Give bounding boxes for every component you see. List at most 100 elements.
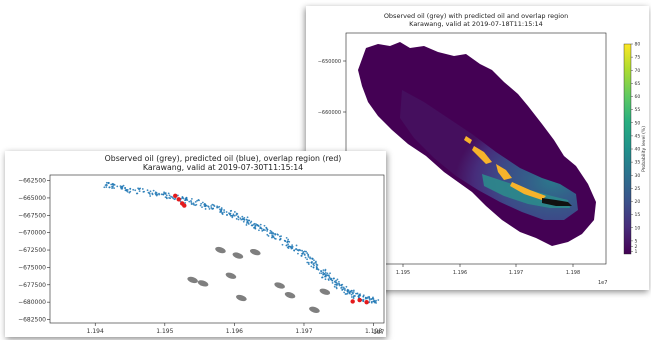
predicted-oil-point [252,223,255,226]
probability-core [400,90,578,220]
predicted-oil-point [160,193,163,196]
predicted-oil-point [208,208,211,210]
predicted-oil-point [344,289,346,291]
left-ytick-label: −667500 [18,212,46,219]
left-xtick-label: 1.196 [226,328,243,335]
observed-oil-patch [236,294,247,302]
predicted-oil-point [370,300,373,303]
predicted-oil-point [237,218,240,221]
predicted-oil-point [201,206,203,208]
predicted-oil-point [352,289,355,292]
predicted-oil-point [321,276,324,279]
predicted-oil-point [199,204,202,207]
predicted-oil-point [247,223,250,225]
colorbar-tick-label: 5 [635,238,638,244]
predicted-oil-point [259,226,262,229]
predicted-oil-point [291,245,294,248]
predicted-oil-point [287,247,290,250]
predicted-oil-point [311,257,313,260]
predicted-oil-point [266,228,269,231]
predicted-oil-point [239,217,242,220]
predicted-oil-point [194,200,197,203]
right-xtick-label: 1.195 [396,270,410,276]
colorbar-tick-label: 75 [635,55,641,61]
colorbar-label: Probability level (%) [641,126,647,172]
predicted-oil-point [196,199,199,202]
predicted-oil-point [345,285,348,288]
predicted-oil-point [316,264,319,266]
predicted-oil-point [242,220,245,223]
right-ytick-label: −650000 [318,59,341,65]
predicted-oil-point [340,287,343,289]
predicted-oil-point [233,211,236,213]
left-ytick-label: −682500 [18,317,46,324]
predicted-oil-point [108,186,111,189]
observed-oil-patch [215,246,226,254]
observed-oil-patch [187,276,198,284]
predicted-oil-point [165,194,168,197]
predicted-oil-point [293,249,296,252]
predicted-oil-point [351,290,353,292]
predicted-oil-point [147,191,150,194]
left-ytick-label: −675000 [18,264,46,271]
predicted-oil-point [265,226,268,229]
predicted-oil-point [352,291,355,293]
predicted-oil-point [266,233,269,236]
predicted-oil-point [211,203,214,206]
predicted-oil-point [272,236,275,239]
predicted-oil-point [263,224,266,227]
predicted-oil-point [303,253,306,256]
left-ytick-label: −665000 [18,195,46,202]
predicted-oil-point [343,291,346,294]
predicted-oil-point [112,184,115,186]
predicted-oil-point [335,287,338,290]
overlap-point [357,297,362,303]
predicted-oil-point [152,189,155,192]
right-ytick-label: −660000 [318,110,341,116]
predicted-oil-point [270,230,273,233]
predicted-oil-point [313,262,316,265]
predicted-oil-point [236,213,239,215]
left-ytick-label: −672500 [18,247,46,254]
predicted-oil-point [335,283,338,286]
predicted-oil-point [259,223,262,226]
predicted-oil-point [342,286,345,289]
predicted-oil-point [310,261,313,264]
predicted-oil-point [350,293,353,296]
predicted-oil-point [271,231,274,234]
predicted-oil-point [357,295,360,298]
left-xtick-label: 1.195 [156,328,173,335]
predicted-oil-point [329,272,331,275]
predicted-oil-point [229,210,232,212]
predicted-oil-point [306,252,309,255]
predicted-oil-point [287,238,290,241]
predicted-oil-point [327,278,330,281]
predicted-oil-point [350,296,353,298]
predicted-oil-point [138,190,141,193]
predicted-oil-point [149,195,152,197]
predicted-oil-point [310,265,313,268]
left-xtick-label: 1.198 [365,328,382,335]
predicted-oil-point [284,240,287,243]
predicted-oil-point [314,261,317,264]
predicted-oil-point [289,245,292,248]
predicted-oil-point [171,196,174,199]
predicted-oil-point [166,197,168,200]
predicted-oil-point [146,189,149,192]
right-xtick-label: 1.198 [566,270,580,276]
predicted-oil-point [375,302,377,304]
overlap-point [176,197,181,202]
predicted-oil-point [254,227,257,230]
colorbar-tick-label: 15 [635,212,641,218]
predicted-oil-point [304,256,307,259]
colorbar-tick-label: 2 [635,244,638,250]
predicted-oil-point [229,214,232,217]
predicted-oil-point [299,249,302,252]
predicted-oil-point [255,223,258,226]
predicted-oil-point [125,188,128,191]
predicted-oil-point [201,201,204,204]
colorbar-tick-label: 30 [635,173,641,179]
predicted-oil-point [225,214,228,216]
predicted-oil-point [281,243,284,246]
